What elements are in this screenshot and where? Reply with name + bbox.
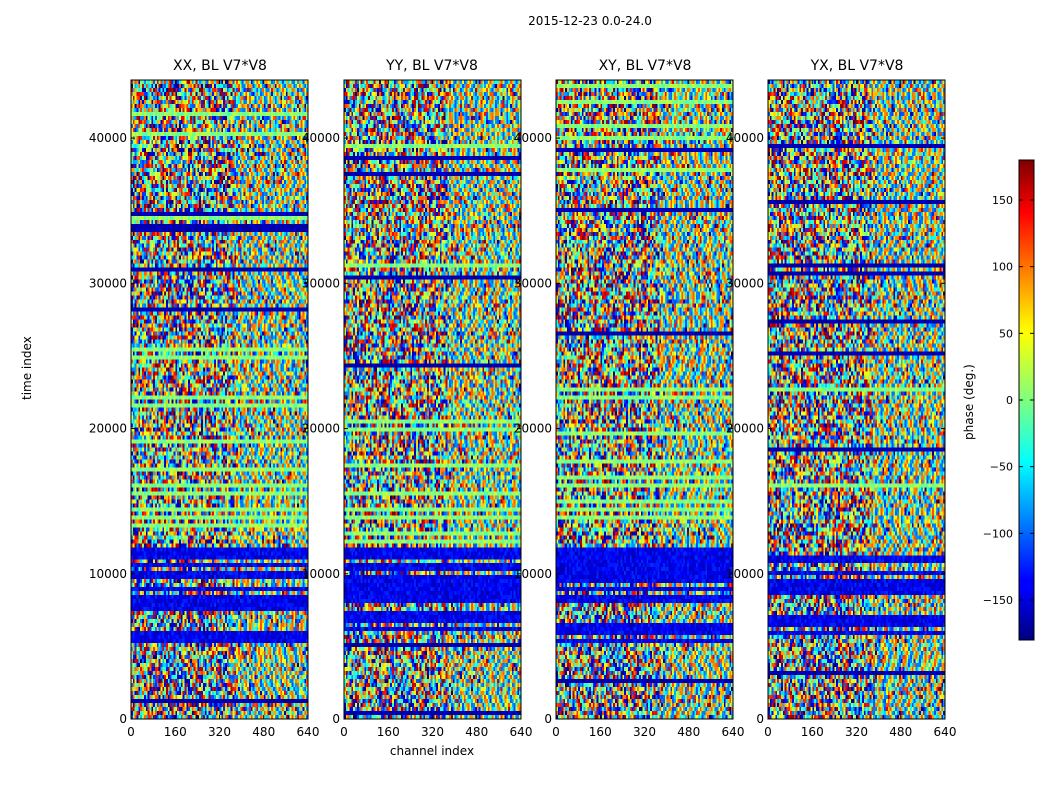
panel-0: 0 160 320 480 640 0 10000 20000 30000 40000 <box>89 79 320 739</box>
x-tick-label: 160 <box>164 725 187 739</box>
y-tick-label: 10000 <box>726 567 764 581</box>
panel-title-yx: YX, BL V7*V8 <box>810 58 904 74</box>
x-tick-label: 640 <box>934 725 957 739</box>
y-tick-label: 10000 <box>89 567 127 581</box>
panel-2: 0 160 320 480 640 0 10000 20000 30000 40000 <box>514 79 745 739</box>
x-axis-label: channel index <box>389 744 475 758</box>
x-tick-label: 480 <box>252 725 275 739</box>
x-tick-label: 480 <box>889 725 912 739</box>
panel-title-yy: YY, BL V7*V8 <box>386 58 478 74</box>
y-tick-label: 20000 <box>89 422 127 436</box>
panel-3: 0 160 320 480 640 0 10000 20000 30000 40000 <box>726 79 957 739</box>
colorbar-tick-label: −100 <box>983 527 1013 540</box>
x-tick-label: 480 <box>465 725 488 739</box>
x-tick-label: 0 <box>127 725 135 739</box>
colorbar-tick-label: 100 <box>992 261 1013 274</box>
colorbar-tick-label: 0 <box>1006 394 1013 407</box>
y-tick-label: 0 <box>544 712 552 726</box>
y-tick-label: 10000 <box>302 567 340 581</box>
x-tick-label: 0 <box>552 725 560 739</box>
heatmap-image-1 <box>344 80 521 719</box>
colorbar-tick-label: 150 <box>992 194 1013 207</box>
x-tick-label: 320 <box>845 725 868 739</box>
figure-suptitle: 2015-12-23 0.0-24.0 <box>528 14 652 28</box>
y-tick-label: 20000 <box>726 422 764 436</box>
heatmap-image-3 <box>768 80 945 719</box>
x-tick-label: 480 <box>677 725 700 739</box>
y-tick-label: 40000 <box>89 131 127 145</box>
colorbar-tick-label: −50 <box>990 461 1013 474</box>
y-tick-label: 40000 <box>514 131 552 145</box>
x-tick-label: 640 <box>722 725 745 739</box>
heatmap-image-2 <box>556 80 733 719</box>
y-tick-label: 30000 <box>302 276 340 290</box>
x-tick-label: 320 <box>421 725 444 739</box>
panel-1: 0 160 320 480 640 0 10000 20000 30000 40000 <box>302 79 533 739</box>
x-tick-label: 640 <box>510 725 533 739</box>
x-tick-label: 320 <box>208 725 231 739</box>
x-tick-label: 0 <box>764 725 772 739</box>
y-tick-label: 30000 <box>726 276 764 290</box>
heatmap-image-0 <box>131 80 308 719</box>
x-tick-label: 640 <box>297 725 320 739</box>
y-tick-label: 40000 <box>302 131 340 145</box>
y-tick-label: 0 <box>756 712 764 726</box>
panel-title-xy: XY, BL V7*V8 <box>598 58 692 74</box>
panel-title-xx: XX, BL V7*V8 <box>173 58 267 74</box>
x-tick-label: 320 <box>633 725 656 739</box>
y-tick-label: 20000 <box>514 422 552 436</box>
y-tick-label: 20000 <box>302 422 340 436</box>
x-tick-label: 0 <box>340 725 348 739</box>
y-tick-label: 30000 <box>89 276 127 290</box>
y-tick-label: 0 <box>332 712 340 726</box>
x-tick-label: 160 <box>377 725 400 739</box>
y-tick-label: 0 <box>119 712 127 726</box>
colorbar-tick-label: 50 <box>999 327 1013 340</box>
y-tick-label: 30000 <box>514 276 552 290</box>
x-tick-label: 160 <box>801 725 824 739</box>
colorbar-tick-label: −150 <box>983 594 1013 607</box>
y-tick-label: 10000 <box>514 567 552 581</box>
y-tick-label: 40000 <box>726 131 764 145</box>
x-tick-label: 160 <box>589 725 612 739</box>
